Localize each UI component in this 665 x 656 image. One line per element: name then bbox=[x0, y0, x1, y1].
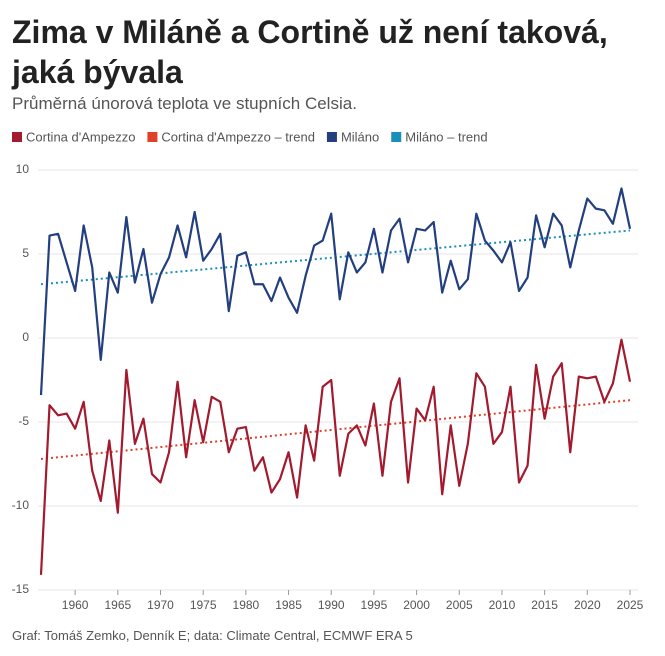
legend-swatch bbox=[12, 132, 22, 142]
legend-label: Cortina d'Ampezzo – trend bbox=[161, 129, 315, 144]
x-tick-label: 2000 bbox=[403, 598, 430, 612]
x-tick-label: 1965 bbox=[104, 598, 131, 612]
y-tick-label: 5 bbox=[22, 246, 29, 260]
y-tick-label: -10 bbox=[12, 498, 30, 512]
y-tick-label: 0 bbox=[22, 330, 29, 344]
legend-label: Miláno – trend bbox=[405, 129, 487, 144]
legend-label: Cortina d'Ampezzo bbox=[26, 129, 135, 144]
x-tick-label: 2015 bbox=[531, 598, 558, 612]
y-tick-label: -5 bbox=[18, 414, 29, 428]
x-tick-label: 2005 bbox=[446, 598, 473, 612]
x-tick-label: 1980 bbox=[233, 598, 260, 612]
x-tick-label: 1985 bbox=[275, 598, 302, 612]
chart-subtitle: Průměrná únorová teplota ve stupních Cel… bbox=[12, 94, 357, 113]
x-tick-label: 1970 bbox=[147, 598, 174, 612]
legend-label: Miláno bbox=[341, 129, 379, 144]
x-tick-label: 2010 bbox=[489, 598, 516, 612]
x-tick-label: 1960 bbox=[62, 598, 89, 612]
data-line bbox=[39, 338, 632, 575]
chart-title: Zima v Miláně a Cortině už není taková, … bbox=[12, 14, 608, 90]
x-tick-label: 2025 bbox=[617, 598, 644, 612]
chart: Cortina d'Ampezzo Cortina d'Ampezzo – tre… bbox=[12, 129, 644, 612]
data-line bbox=[39, 187, 632, 396]
legend-swatch bbox=[391, 132, 402, 142]
x-tick-label: 1995 bbox=[361, 598, 388, 612]
y-tick-label: -15 bbox=[12, 582, 30, 596]
x-tick-label: 1975 bbox=[190, 598, 217, 612]
x-tick-label: 1990 bbox=[318, 598, 345, 612]
legend-swatch bbox=[326, 132, 337, 142]
source-note: Graf: Tomáš Zemko, Denník E; data: Clima… bbox=[12, 628, 413, 643]
y-tick-label: 10 bbox=[16, 162, 30, 176]
x-tick-label: 2020 bbox=[574, 598, 601, 612]
legend-swatch bbox=[147, 132, 158, 142]
